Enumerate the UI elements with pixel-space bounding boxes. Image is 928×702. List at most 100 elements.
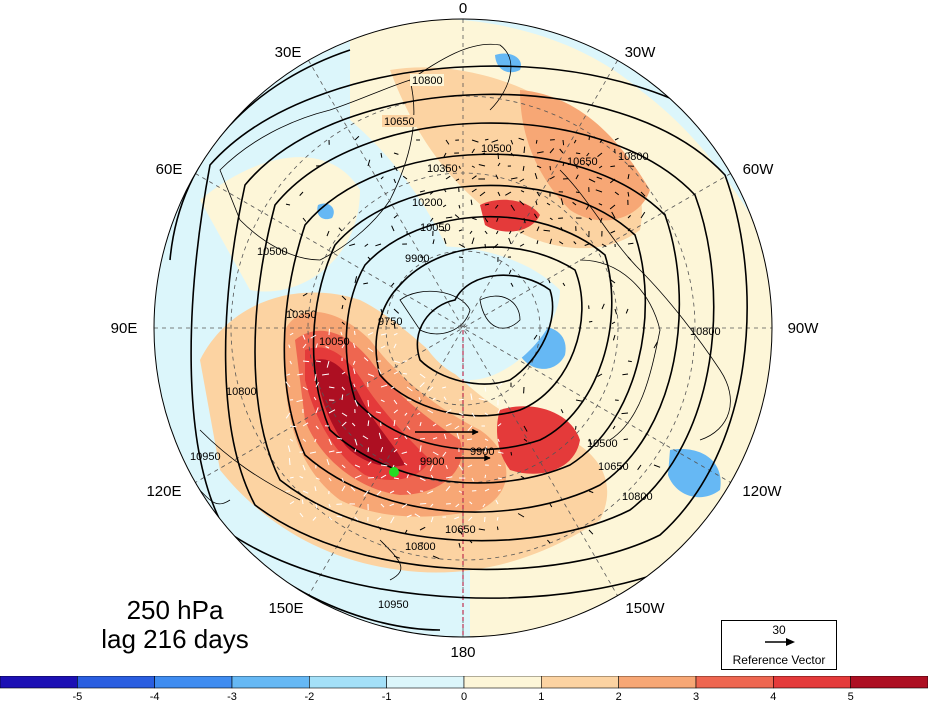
wind-vector bbox=[367, 373, 375, 377]
wind-vector bbox=[309, 451, 317, 454]
wind-vector bbox=[471, 139, 479, 143]
wind-vector bbox=[389, 503, 395, 507]
colorbar-tick-label: 2 bbox=[616, 691, 622, 702]
contour-label: 9900 bbox=[420, 456, 444, 468]
wind-vector bbox=[534, 172, 538, 180]
wind-vector bbox=[588, 529, 594, 535]
contour-label: 10950 bbox=[190, 451, 221, 463]
wind-vector bbox=[296, 399, 304, 403]
wind-vector bbox=[454, 425, 460, 430]
wind-vector bbox=[640, 191, 646, 197]
wind-vector bbox=[518, 137, 525, 141]
wind-vector bbox=[535, 139, 538, 144]
wind-vector bbox=[471, 412, 476, 418]
wind-vector bbox=[440, 229, 447, 232]
wind-vector bbox=[510, 204, 516, 211]
wind-vector bbox=[611, 321, 616, 325]
wind-vector bbox=[419, 373, 426, 379]
wind-vector bbox=[575, 399, 583, 402]
wind-vector bbox=[326, 458, 330, 466]
colorbar-swatch bbox=[463, 676, 542, 689]
wind-vector bbox=[406, 474, 409, 479]
wind-vector bbox=[443, 152, 447, 158]
wind-vector bbox=[573, 139, 577, 144]
wind-vector bbox=[508, 269, 512, 275]
lon-label-0: 0 bbox=[459, 0, 467, 17]
wind-vector bbox=[549, 175, 555, 180]
contour-label: 9900 bbox=[405, 253, 429, 265]
wind-vector bbox=[625, 308, 629, 314]
colorbar-tick-label: 1 bbox=[538, 691, 544, 702]
wind-vector bbox=[455, 503, 460, 508]
wind-vector bbox=[302, 422, 309, 427]
wind-vector bbox=[289, 308, 295, 313]
wind-vector bbox=[471, 188, 477, 193]
colorbar-swatch bbox=[309, 676, 387, 689]
wind-vector bbox=[393, 165, 398, 172]
wind-vector bbox=[573, 241, 577, 245]
wind-vector bbox=[404, 412, 408, 416]
colorbar-swatch bbox=[850, 676, 928, 689]
wind-vector bbox=[585, 204, 590, 210]
wind-vector bbox=[479, 191, 486, 197]
contour-label: 10800 bbox=[618, 151, 649, 163]
wind-vector bbox=[315, 407, 319, 414]
wind-vector bbox=[354, 516, 359, 521]
contour-label: 10800 bbox=[226, 386, 257, 398]
wind-vector bbox=[289, 500, 295, 505]
contour-label: 10650 bbox=[598, 461, 629, 473]
wind-vector bbox=[363, 282, 369, 285]
wind-vector bbox=[445, 423, 452, 427]
contour-label: 10500 bbox=[481, 143, 512, 155]
wind-vector bbox=[314, 486, 317, 492]
wind-vector bbox=[610, 230, 616, 234]
wind-vector bbox=[325, 346, 330, 349]
wind-vector bbox=[505, 191, 512, 196]
wind-vector bbox=[328, 386, 335, 389]
wind-vector bbox=[588, 438, 593, 445]
wind-vector bbox=[432, 397, 436, 401]
wind-vector bbox=[496, 516, 499, 521]
wind-vector bbox=[389, 490, 395, 494]
wind-vector bbox=[614, 308, 618, 315]
wind-vector bbox=[390, 386, 395, 389]
wind-vector bbox=[349, 243, 356, 247]
colorbar-tick-label: -4 bbox=[150, 691, 160, 702]
wind-vector bbox=[341, 295, 347, 301]
wind-vector bbox=[609, 278, 616, 284]
wind-vector bbox=[353, 342, 356, 349]
lon-label-120w: 120W bbox=[742, 483, 782, 500]
wind-vector bbox=[588, 135, 591, 141]
wind-vector bbox=[391, 282, 395, 287]
wind-vector bbox=[559, 148, 564, 154]
wind-vector bbox=[575, 165, 578, 169]
wind-vector bbox=[328, 328, 330, 336]
wind-vector bbox=[458, 412, 464, 416]
lon-label-30e: 30E bbox=[275, 44, 302, 61]
wind-vector bbox=[443, 188, 447, 193]
colorbar-swatch bbox=[154, 676, 233, 689]
wind-vector bbox=[458, 464, 464, 471]
lag-title: lag 216 days bbox=[101, 624, 249, 654]
wind-vector bbox=[458, 542, 461, 548]
wind-vector bbox=[328, 409, 336, 414]
wind-vector bbox=[471, 165, 475, 168]
wind-vector bbox=[341, 371, 346, 375]
wind-vector bbox=[445, 216, 453, 219]
wind-vector bbox=[519, 243, 525, 247]
colorbar-swatch bbox=[386, 676, 465, 689]
contour-label: 10800 bbox=[622, 491, 653, 503]
wind-vector bbox=[495, 204, 499, 209]
wind-vector bbox=[315, 360, 321, 363]
wind-vector bbox=[458, 529, 463, 535]
wind-vector bbox=[427, 490, 434, 495]
wind-vector bbox=[393, 332, 398, 336]
wind-vector bbox=[627, 215, 631, 219]
wind-vector bbox=[609, 178, 616, 184]
wind-vector bbox=[297, 373, 304, 376]
wind-vector bbox=[367, 159, 371, 167]
wind-vector bbox=[484, 412, 488, 416]
wind-vector bbox=[302, 386, 308, 391]
wind-vector bbox=[523, 217, 526, 224]
wind-vector bbox=[417, 412, 421, 415]
